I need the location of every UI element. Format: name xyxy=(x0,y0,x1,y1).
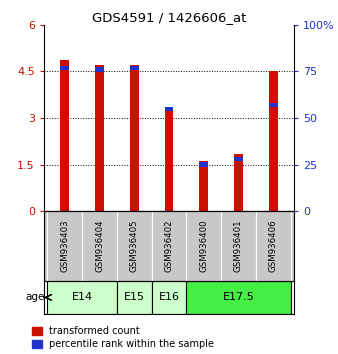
Bar xyxy=(82,211,117,281)
Text: GSM936406: GSM936406 xyxy=(269,220,278,272)
Bar xyxy=(221,211,256,281)
Bar xyxy=(152,211,186,281)
Bar xyxy=(234,157,243,161)
Bar xyxy=(95,65,104,211)
Text: GSM936401: GSM936401 xyxy=(234,220,243,272)
Text: GSM936405: GSM936405 xyxy=(130,220,139,272)
Bar xyxy=(47,211,82,281)
Text: E17.5: E17.5 xyxy=(223,292,255,302)
Bar xyxy=(117,211,152,281)
Title: GDS4591 / 1426606_at: GDS4591 / 1426606_at xyxy=(92,11,246,24)
Text: GSM936404: GSM936404 xyxy=(95,220,104,272)
Bar xyxy=(165,109,173,211)
Bar xyxy=(61,65,69,70)
Legend: transformed count, percentile rank within the sample: transformed count, percentile rank withi… xyxy=(32,326,214,349)
Bar xyxy=(186,211,221,281)
Bar xyxy=(269,103,277,107)
Text: GSM936402: GSM936402 xyxy=(165,220,173,272)
Text: E15: E15 xyxy=(124,292,145,302)
Bar xyxy=(130,65,139,211)
Text: GSM936403: GSM936403 xyxy=(60,220,69,272)
Bar xyxy=(256,211,291,281)
Bar xyxy=(165,107,173,111)
Text: GSM936400: GSM936400 xyxy=(199,220,208,272)
Text: age: age xyxy=(25,292,45,302)
Text: E16: E16 xyxy=(159,292,179,302)
Bar xyxy=(95,68,104,72)
Bar xyxy=(130,65,139,70)
Bar xyxy=(269,72,277,211)
Bar xyxy=(199,161,208,211)
Bar xyxy=(117,281,152,314)
Text: E14: E14 xyxy=(72,292,93,302)
Bar xyxy=(199,162,208,166)
Bar xyxy=(186,281,291,314)
Bar xyxy=(234,154,243,211)
Bar xyxy=(61,61,69,211)
Bar xyxy=(152,281,186,314)
Bar xyxy=(47,281,117,314)
